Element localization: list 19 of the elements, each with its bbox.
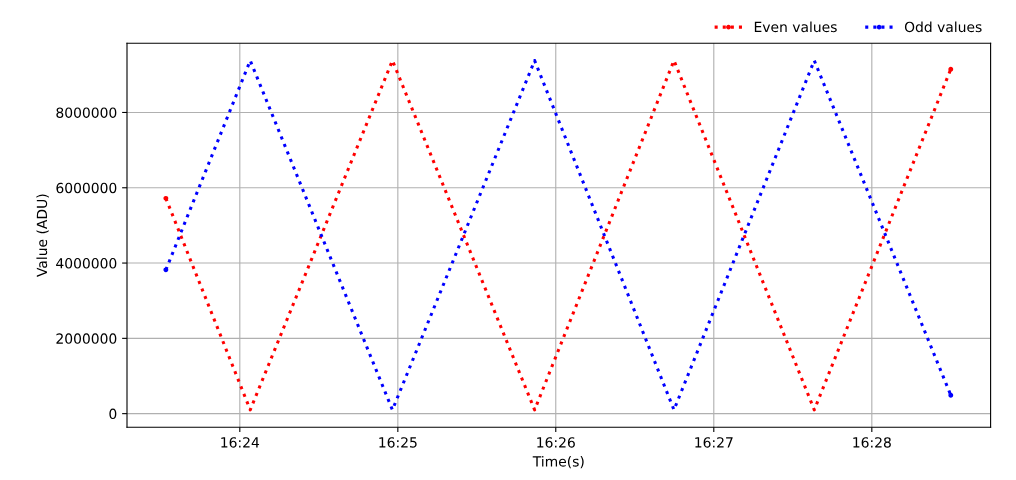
point xyxy=(948,392,954,398)
y-tick-label: 8000000 xyxy=(56,107,117,118)
y-tick-label: 2000000 xyxy=(56,333,117,344)
y-tick-label: 4000000 xyxy=(56,258,117,269)
x-tick-label: 16:24 xyxy=(221,437,260,448)
x-tick-label: 16:28 xyxy=(853,437,891,448)
point xyxy=(163,267,169,273)
legend-label: Even values xyxy=(754,21,837,33)
x-tick-label: 16:26 xyxy=(537,437,575,448)
line-series xyxy=(163,58,954,412)
point xyxy=(948,66,954,72)
x-tick-label: 16:27 xyxy=(695,437,733,448)
y-axis-title: Value (ADU) xyxy=(36,194,49,277)
y-tick-label: 0 xyxy=(109,408,117,420)
x-tick-label: 16:25 xyxy=(379,437,417,448)
legend-label: Odd values xyxy=(904,21,982,33)
y-tick-label: 6000000 xyxy=(56,182,117,194)
point xyxy=(163,195,169,201)
x-axis-title: Time(s) xyxy=(532,455,584,469)
